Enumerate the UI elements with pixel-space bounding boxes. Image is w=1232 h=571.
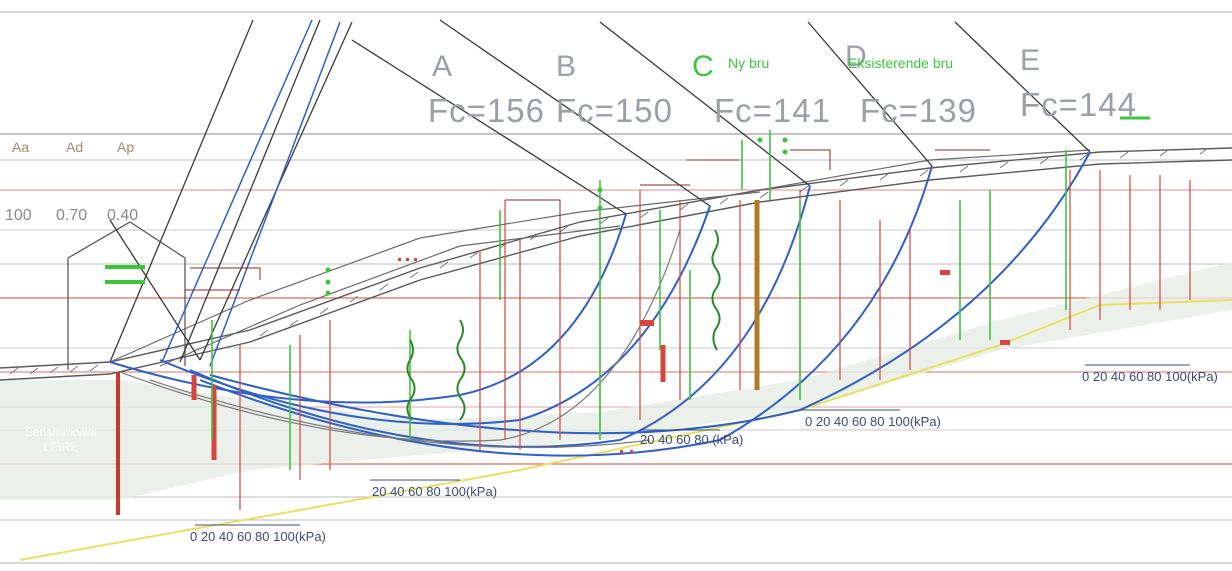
section-label-e: E [1020,44,1042,77]
annotation-marks-green [105,137,788,296]
kpa-scale-4: 0 20 40 60 80 100(kPa) [805,414,941,429]
clay-layer [0,262,1232,500]
kpa-scale-5: 0 20 40 60 80 100(kPa) [1082,369,1218,384]
slice-lines [109,19,1091,363]
soil-label: Sensitiv/kvikk LEIRE [16,425,106,455]
annotation-marks [398,258,1010,453]
kpa-scale-1: 0 20 40 60 80 100(kPa) [190,529,326,544]
fc-value-c: Fc=141 [714,92,831,129]
kpa-scale-2: 20 40 60 80 100(kPa) [372,484,498,499]
factor-label-ap: Ap [117,139,135,155]
section-label-c: C [692,50,715,83]
frame-lines [0,11,1232,564]
fc-value-a: Fc=156 [428,92,545,129]
section-note-d: Eksisterende bru [848,55,954,71]
leader-lines [185,149,990,291]
soil-label-line2: LEIRE [43,440,79,454]
section-note-c: Ny bru [728,55,770,71]
factor-value-ad: 0.70 [56,207,88,224]
section-label-a: A [432,50,454,83]
slice-lines-blue [161,19,341,367]
building-outline [67,221,186,370]
factor-value-ap: 0.40 [107,207,139,224]
fc-value-e: Fc=144 [1020,86,1137,123]
profile-traces [406,229,721,421]
factor-value-aa: 100 [5,207,32,224]
soil-label-line1: Sensitiv/kvikk [24,425,98,439]
fc-value-d: Fc=139 [860,92,977,129]
section-label-d: D [845,40,868,73]
factor-label-aa: Aa [12,139,30,155]
kpa-scale-3: 20 40 60 80 (kPa) [640,432,744,447]
section-label-b: B [556,50,578,83]
profile-lines-red-thick [191,345,666,460]
factor-label-ad: Ad [66,139,84,155]
profile-lines-green [211,130,1067,470]
fc-value-b: Fc=150 [556,92,673,129]
terrain-surface [0,147,1232,381]
kpa-axes [195,364,1190,526]
